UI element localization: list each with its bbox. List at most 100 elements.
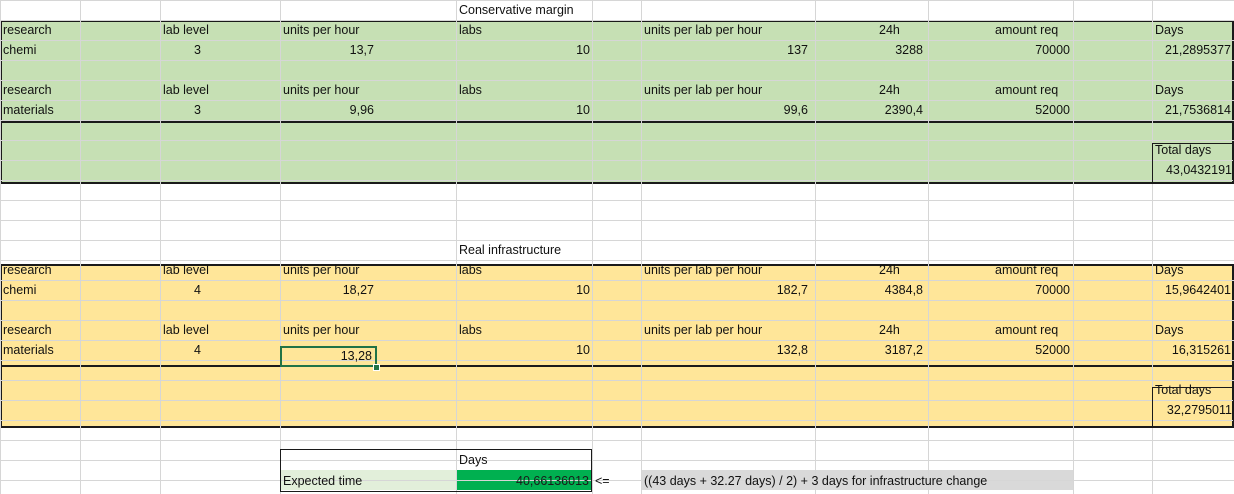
real-title[interactable]: Real infrastructure <box>459 243 562 257</box>
header-cell[interactable]: lab level <box>163 83 209 97</box>
header-cell[interactable]: research <box>3 23 52 37</box>
value-cell[interactable]: 4384,8 <box>884 283 923 297</box>
header-cell[interactable]: amount req <box>995 83 1059 97</box>
row-gridline <box>0 360 1234 361</box>
real-total-label[interactable]: Total days <box>1155 383 1212 397</box>
value-cell[interactable]: 70000 <box>1035 283 1070 297</box>
value-cell[interactable]: 137 <box>787 43 808 57</box>
value-cell[interactable]: 3187,2 <box>884 343 923 357</box>
value-cell[interactable]: 10 <box>576 103 590 117</box>
header-cell[interactable]: Days <box>1155 263 1184 277</box>
conservative-total-box <box>1152 143 1234 184</box>
header-cell[interactable]: units per lab per hour <box>644 263 763 277</box>
row-gridline <box>0 340 1234 341</box>
value-cell[interactable]: 9,96 <box>349 103 374 117</box>
value-cell[interactable]: 15,9642401 <box>1164 283 1231 297</box>
header-cell[interactable]: Days <box>1155 83 1184 97</box>
row-gridline <box>0 0 1234 1</box>
header-cell[interactable]: lab level <box>163 23 209 37</box>
header-cell[interactable]: labs <box>459 263 482 277</box>
row-gridline <box>0 20 1234 21</box>
header-cell[interactable]: amount req <box>995 23 1059 37</box>
value-cell[interactable]: 52000 <box>1035 343 1070 357</box>
row-gridline <box>0 120 1234 121</box>
column-gridline <box>1152 0 1153 494</box>
row-gridline <box>0 320 1234 321</box>
expected-time-box <box>280 449 592 492</box>
row-gridline <box>0 420 1234 421</box>
conservative-margin-block <box>0 20 1234 184</box>
header-cell[interactable]: Days <box>1155 23 1184 37</box>
header-cell[interactable]: amount req <box>995 323 1059 337</box>
value-cell[interactable]: 13,28 <box>280 346 377 367</box>
header-cell[interactable]: units per hour <box>283 263 360 277</box>
header-cell[interactable]: lab level <box>163 323 209 337</box>
row-gridline <box>0 60 1234 61</box>
fill-handle[interactable] <box>373 364 380 371</box>
header-cell[interactable]: 24h <box>879 83 900 97</box>
header-cell[interactable]: research <box>3 323 52 337</box>
value-cell[interactable]: 3 <box>194 43 201 57</box>
value-cell[interactable]: 132,8 <box>776 343 808 357</box>
value-cell[interactable]: 3288 <box>895 43 923 57</box>
value-cell[interactable]: chemi <box>3 283 37 297</box>
header-cell[interactable]: research <box>3 83 52 97</box>
value-cell[interactable]: 3 <box>194 103 201 117</box>
value-cell[interactable]: 13,7 <box>349 43 374 57</box>
value-cell[interactable]: 21,7536814 <box>1164 103 1231 117</box>
header-cell[interactable]: amount req <box>995 263 1059 277</box>
header-cell[interactable]: research <box>3 263 52 277</box>
value-cell[interactable]: 10 <box>576 343 590 357</box>
value-cell[interactable]: materials <box>3 103 54 117</box>
header-cell[interactable]: units per lab per hour <box>644 323 763 337</box>
value-cell[interactable]: 21,2895377 <box>1164 43 1231 57</box>
expected-arrow[interactable]: <= <box>595 474 610 488</box>
row-gridline <box>0 260 1234 261</box>
real-total-value[interactable]: 32,2795011 <box>1166 403 1232 417</box>
value-cell[interactable]: chemi <box>3 43 37 57</box>
column-gridline <box>0 0 1 494</box>
value-cell[interactable]: 70000 <box>1035 43 1070 57</box>
header-cell[interactable]: 24h <box>879 23 900 37</box>
column-gridline <box>280 0 281 494</box>
expected-time-label[interactable]: Expected time <box>283 474 363 488</box>
row-gridline <box>0 80 1234 81</box>
header-cell[interactable]: 24h <box>879 263 900 277</box>
header-cell[interactable]: 24h <box>879 323 900 337</box>
header-cell[interactable]: labs <box>459 323 482 337</box>
row-gridline <box>0 220 1234 221</box>
conservative-total-label[interactable]: Total days <box>1155 143 1212 157</box>
row-gridline <box>0 180 1234 181</box>
row-gridline <box>0 480 1234 481</box>
row-gridline <box>0 380 1234 381</box>
column-gridline <box>80 0 81 494</box>
value-cell[interactable]: 16,315261 <box>1171 343 1231 357</box>
value-cell[interactable]: 182,7 <box>776 283 808 297</box>
value-cell[interactable]: 10 <box>576 283 590 297</box>
header-cell[interactable]: units per hour <box>283 23 360 37</box>
header-cell[interactable]: units per lab per hour <box>644 23 763 37</box>
row-gridline <box>0 100 1234 101</box>
value-cell[interactable]: 4 <box>194 343 201 357</box>
expected-time-value[interactable]: 40,66136013 <box>516 474 589 488</box>
header-cell[interactable]: labs <box>459 23 482 37</box>
header-cell[interactable]: Days <box>1155 323 1184 337</box>
conservative-total-value[interactable]: 43,0432191 <box>1165 163 1232 177</box>
header-cell[interactable]: units per hour <box>283 323 360 337</box>
header-cell[interactable]: lab level <box>163 263 209 277</box>
header-cell[interactable]: labs <box>459 83 482 97</box>
header-cell[interactable]: units per lab per hour <box>644 83 763 97</box>
value-cell[interactable]: 4 <box>194 283 201 297</box>
value-cell[interactable]: 99,6 <box>783 103 808 117</box>
formula-note[interactable]: ((43 days + 32.27 days) / 2) + 3 days fo… <box>644 474 988 488</box>
value-cell[interactable]: 10 <box>576 43 590 57</box>
expected-days-header[interactable]: Days <box>459 453 488 467</box>
value-cell[interactable]: 18,27 <box>342 283 374 297</box>
header-cell[interactable]: units per hour <box>283 83 360 97</box>
conservative-title[interactable]: Conservative margin <box>459 3 574 17</box>
value-cell[interactable]: 52000 <box>1035 103 1070 117</box>
value-cell[interactable]: materials <box>3 343 54 357</box>
row-gridline <box>0 460 1234 461</box>
value-cell[interactable]: 2390,4 <box>884 103 923 117</box>
